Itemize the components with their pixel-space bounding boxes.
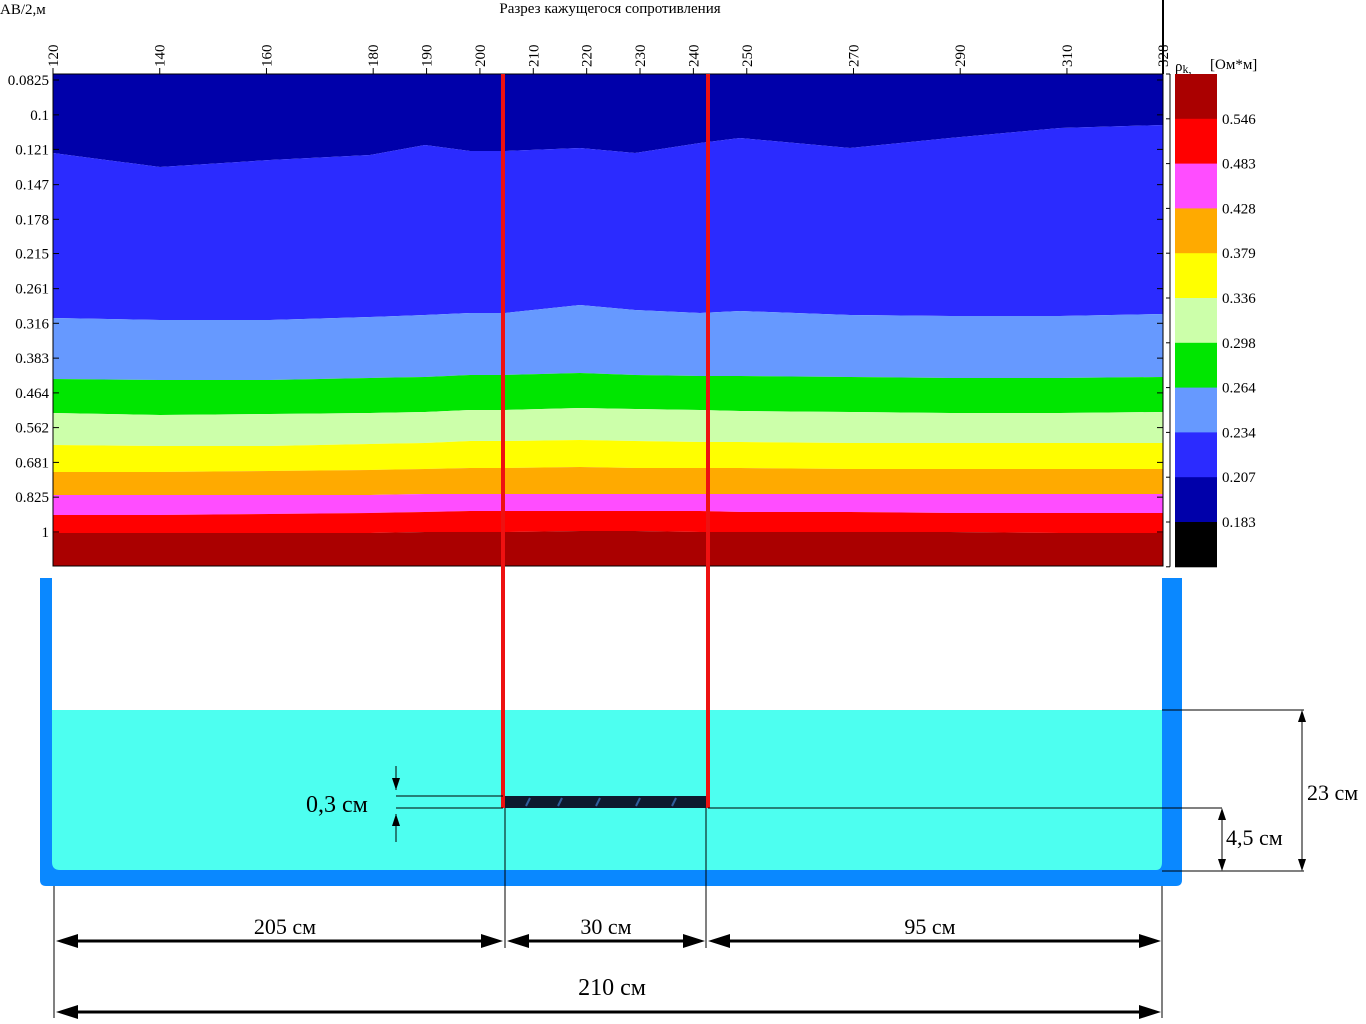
colorbar-swatch [1175,74,1217,120]
resistivity-layer [53,305,1163,380]
dimension-arrows [392,710,1306,871]
y-tick-label: 1 [42,525,50,541]
colorbar-tick-label: 0.264 [1222,381,1256,397]
resistivity-heatmap [52,73,1164,567]
colorbar-tick-label: 0.298 [1222,336,1256,352]
x-tick-label: 310 [1060,45,1076,68]
colorbar-tick-label: 0.234 [1222,425,1256,441]
colorbar-swatch [1175,298,1217,344]
x-tick-label: 180 [366,45,382,68]
colorbar-title: ρk, [Ом*м] [1175,57,1257,76]
colorbar-tick-label: 0.183 [1222,515,1256,531]
colorbar-title-unit: [Ом*м] [1210,57,1257,73]
resistivity-layer [53,494,1163,515]
colorbar-title-symbol: ρ [1175,59,1183,75]
y-tick-label: 0.316 [15,316,49,332]
colorbar-swatch [1175,163,1217,209]
y-tick-label: 0.562 [15,421,49,437]
x-tick-label: 190 [420,45,436,68]
buried-object [503,796,708,808]
colorbar-title-sub: k, [1183,62,1192,76]
resistivity-layer [53,74,1163,167]
x-tick-label: 160 [259,45,275,68]
thickness-label: 0,3 см [306,792,368,818]
total-length-label: 210 см [578,975,646,1001]
colorbar-swatch [1175,432,1217,478]
resistivity-layer [53,408,1163,446]
water-body [52,710,1162,872]
x-tick-label: 120 [46,45,62,68]
colorbar-tick-label: 0.207 [1222,470,1256,486]
object-length-label: 30 см [580,914,631,939]
x-tick-label: 250 [740,45,756,68]
svg-text:ρk,: ρk, [1175,59,1192,76]
colorbar: 0.546 0.483 0.428 0.379 0.336 0.298 0.264 0.234… [1166,73,1256,568]
x-tick-label: 200 [473,45,489,68]
colorbar-swatch [1175,477,1217,523]
y-tick-label: 0.215 [15,247,49,263]
x-tick-label: 270 [846,45,862,68]
y-axis-label: AB/2,м [0,2,46,18]
colorbar-tick-label: 0.428 [1222,201,1256,217]
colorbar-tick-label: 0.336 [1222,291,1256,307]
length-arrows [56,934,1161,1019]
colorbar-swatch [1175,522,1217,568]
y-axis-ticks: 0.0825 0.1 0.121 0.147 0.178 0.215 0.261 0.316 0… [8,73,1163,541]
chart-title: Разрез кажущегося сопротивления [499,1,720,17]
colorbar-swatch [1175,342,1217,389]
resistivity-layer [53,373,1163,415]
x-axis-ticks: 120 140 160 180 190 200 210 220 230 240 250 270 290 3… [46,45,1172,74]
tank-model [40,578,1182,886]
resistivity-layer [53,440,1163,472]
x-tick-label: 220 [580,45,596,68]
y-tick-label: 0.0825 [8,73,49,89]
x-tick-label: 140 [153,45,169,68]
object-highlights [525,797,677,807]
plot-frame [52,73,1164,567]
x-tick-label: 290 [953,45,969,68]
resistivity-layer [53,467,1163,495]
water-depth-label: 23 см [1307,780,1358,805]
colorbar-swatch [1175,208,1217,254]
colorbar-tick-label: 0.483 [1222,157,1256,173]
y-tick-label: 0.383 [15,351,49,367]
x-tick-label: 230 [633,45,649,68]
resistivity-layer [53,531,1163,566]
y-tick-label: 0.1 [30,108,49,124]
object-depth-label: 4,5 см [1226,825,1283,850]
colorbar-tick-label: 0.379 [1222,246,1256,262]
left-distance-label: 205 см [254,914,316,939]
y-tick-label: 0.825 [15,490,49,506]
resistivity-layer [53,511,1163,533]
y-tick-label: 0.178 [15,212,49,228]
x-tick-label: 240 [686,45,702,68]
right-distance-label: 95 см [904,914,955,939]
y-tick-label: 0.121 [15,142,49,158]
y-tick-label: 0.681 [15,455,49,471]
colorbar-tick-label: 0.546 [1222,112,1256,128]
dimension-lines [53,709,1304,1018]
x-tick-label: 210 [526,45,542,68]
y-tick-label: 0.261 [15,282,49,298]
y-tick-label: 0.464 [15,386,49,402]
colorbar-swatch [1175,253,1217,299]
colorbar-swatch [1175,118,1217,165]
resistivity-layer [53,125,1163,320]
y-tick-label: 0.147 [15,178,49,194]
colorbar-swatch [1175,387,1217,433]
